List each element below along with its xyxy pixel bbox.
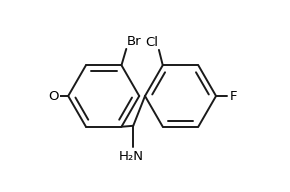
Text: H₂N: H₂N [119, 150, 144, 163]
Text: Br: Br [127, 35, 142, 48]
Text: Cl: Cl [145, 36, 158, 49]
Text: F: F [229, 89, 237, 103]
Text: O: O [48, 89, 59, 103]
